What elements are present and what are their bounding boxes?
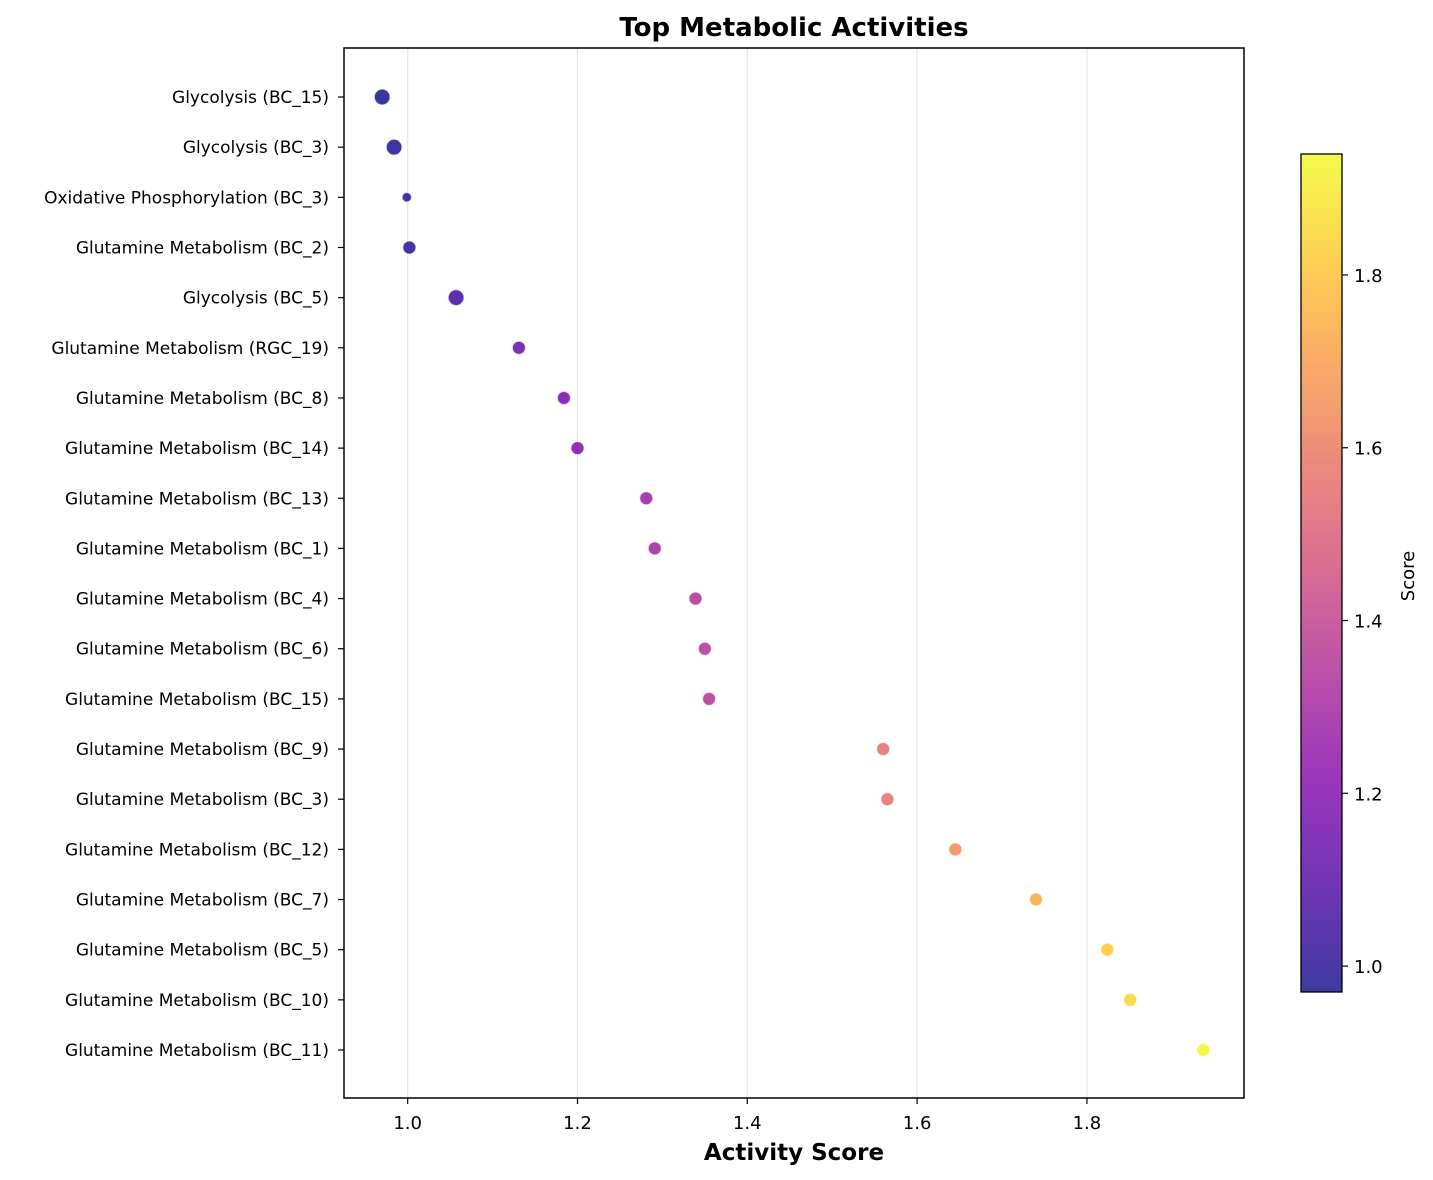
y-tick-label: Glutamine Metabolism (BC_1) — [76, 539, 329, 559]
y-tick-label: Glutamine Metabolism (BC_13) — [65, 489, 329, 509]
x-tick-label: 1.8 — [1073, 1113, 1102, 1134]
data-point — [697, 641, 713, 657]
colorbar-tick-label: 1.2 — [1354, 784, 1383, 805]
data-points — [373, 88, 1211, 1058]
data-point — [402, 240, 417, 255]
y-tick-label: Glutamine Metabolism (BC_5) — [76, 941, 329, 961]
y-tick-label: Glutamine Metabolism (BC_3) — [76, 790, 329, 810]
y-tick-label: Glutamine Metabolism (BC_10) — [65, 991, 329, 1011]
data-point — [948, 842, 963, 857]
colorbar-tick-label: 1.0 — [1354, 957, 1383, 978]
data-point — [1099, 942, 1115, 957]
data-point — [638, 490, 654, 506]
data-point — [556, 390, 572, 406]
y-axis-ticks: Glycolysis (BC_15) Glycolysis (BC_3) Oxida… — [44, 88, 344, 1061]
y-tick-label: Glutamine Metabolism (BC_2) — [76, 238, 329, 258]
grid-lines — [407, 48, 1088, 1098]
y-tick-label: Glutamine Metabolism (BC_6) — [76, 640, 329, 660]
x-axis-ticks: 1.0 1.2 1.4 1.6 1.8 — [393, 1098, 1101, 1134]
colorbar-tick-label: 1.8 — [1354, 266, 1383, 287]
data-point — [1195, 1042, 1211, 1058]
data-point — [688, 591, 703, 606]
y-tick-label: Glutamine Metabolism (BC_4) — [76, 590, 329, 610]
colorbar: 1.0 1.2 1.4 1.6 1.8 Score — [1300, 153, 1419, 993]
data-point — [373, 88, 391, 106]
colorbar-tick-label: 1.6 — [1354, 439, 1383, 460]
plot-frame — [343, 47, 1245, 1099]
x-axis-label: Activity Score — [704, 1140, 884, 1166]
colorbar-ticks: 1.0 1.2 1.4 1.6 1.8 — [1342, 266, 1383, 978]
data-point — [511, 340, 527, 356]
y-tick-label: Glycolysis (BC_3) — [183, 138, 329, 158]
data-point — [647, 541, 663, 556]
data-point — [401, 191, 413, 203]
colorbar-label: Score — [1398, 551, 1419, 601]
x-tick-label: 1.0 — [393, 1113, 422, 1134]
y-tick-label: Glutamine Metabolism (RGC_19) — [51, 339, 329, 359]
colorbar-gradient — [1300, 153, 1343, 993]
x-tick-label: 1.2 — [563, 1113, 592, 1134]
colorbar-tick-label: 1.4 — [1354, 612, 1383, 633]
x-tick-label: 1.6 — [903, 1113, 932, 1134]
data-point — [880, 791, 895, 807]
data-point — [875, 741, 891, 757]
y-tick-label: Oxidative Phosphorylation (BC_3) — [44, 188, 329, 208]
data-point — [701, 691, 717, 707]
y-tick-label: Glutamine Metabolism (BC_14) — [65, 439, 329, 459]
data-point — [447, 288, 465, 307]
x-tick-label: 1.4 — [733, 1113, 762, 1134]
data-point — [1028, 892, 1044, 907]
y-tick-label: Glutamine Metabolism (BC_9) — [76, 740, 329, 760]
y-tick-label: Glycolysis (BC_15) — [172, 88, 329, 108]
y-tick-label: Glutamine Metabolism (BC_11) — [65, 1041, 329, 1061]
y-tick-label: Glycolysis (BC_5) — [183, 289, 329, 309]
y-tick-label: Glutamine Metabolism (BC_7) — [76, 891, 329, 911]
y-tick-label: Glutamine Metabolism (BC_12) — [65, 840, 329, 860]
chart-title: Top Metabolic Activities — [619, 13, 968, 43]
data-point — [570, 440, 585, 456]
y-tick-label: Glutamine Metabolism (BC_8) — [76, 389, 329, 409]
data-point — [385, 138, 403, 156]
data-point — [1122, 992, 1138, 1008]
y-tick-label: Glutamine Metabolism (BC_15) — [65, 690, 329, 710]
